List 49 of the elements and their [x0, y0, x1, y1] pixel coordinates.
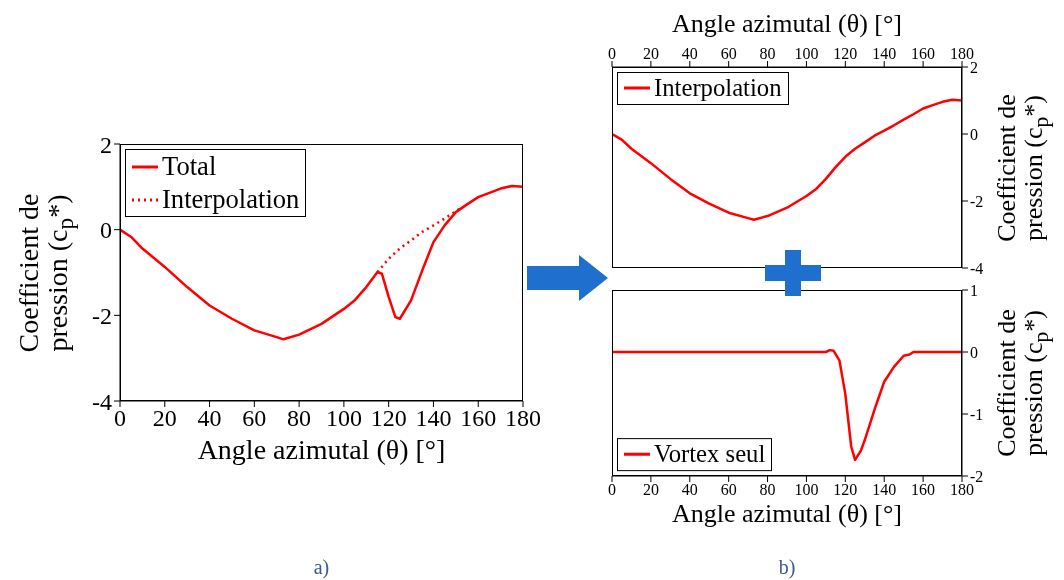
line-series: [120, 184, 523, 341]
y-tick-label: 2: [100, 131, 112, 158]
x-axis-title: Angle azimutal (θ) [°]: [196, 433, 447, 467]
legend-label: Total: [162, 150, 217, 183]
legend-label: Vortex seul: [654, 439, 766, 470]
x-tick-label: 120: [833, 481, 858, 499]
x-tick-label: 160: [911, 481, 936, 499]
x-tick-label: 60: [720, 481, 737, 499]
x-tick-label: 20: [642, 45, 659, 62]
x-tick-label: 80: [287, 405, 312, 432]
y2-tick-label: 1: [970, 281, 978, 299]
line-series: [376, 207, 462, 274]
x-tick-label: 120: [370, 405, 407, 432]
x-tick-label: 100: [325, 405, 362, 432]
x-tick-label: 60: [242, 405, 267, 432]
x-tick-label: 0: [608, 45, 616, 62]
x-tick-label: 140: [415, 405, 452, 432]
x-tick-label: 140: [872, 45, 897, 62]
y-tick-label: 0: [100, 217, 112, 244]
x-tick-label: 100: [794, 45, 819, 62]
x-tick-label: 40: [197, 405, 222, 432]
y2-tick-label: 0: [970, 343, 978, 361]
x-tick-label: 100: [794, 481, 819, 499]
y-tick-label: -4: [92, 388, 112, 415]
text: b): [777, 556, 797, 579]
legend-label: Interpolation: [654, 73, 782, 103]
x-axis-title: Angle azimutal (θ) [°]: [670, 7, 903, 40]
y2-tick-label: -2: [970, 192, 984, 210]
x-tick-label: 160: [460, 405, 497, 432]
x-axis-title: Angle azimutal (θ) [°]: [670, 498, 903, 530]
y2-tick-label: 0: [970, 125, 978, 143]
x-tick-label: 40: [681, 45, 698, 62]
legend-label: Interpolation: [162, 183, 300, 217]
x-tick-label: 140: [872, 481, 897, 499]
x-tick-label: 20: [642, 481, 659, 499]
x-tick-label: 80: [759, 481, 776, 499]
y2-tick-label: -4: [970, 259, 984, 277]
line-series: [612, 348, 962, 462]
y-tick-label: -2: [92, 302, 112, 329]
y2-tick-label: -1: [970, 405, 984, 423]
x-tick-label: 80: [759, 45, 776, 62]
text: a): [312, 556, 331, 579]
x-tick-label: 180: [505, 405, 541, 432]
x-tick-label: 60: [720, 45, 737, 62]
x-tick-label: 160: [911, 45, 936, 62]
x-tick-label: 0: [608, 481, 616, 499]
x-tick-label: 40: [681, 481, 698, 499]
x-tick-label: 20: [152, 405, 177, 432]
x-tick-label: 120: [833, 45, 858, 62]
